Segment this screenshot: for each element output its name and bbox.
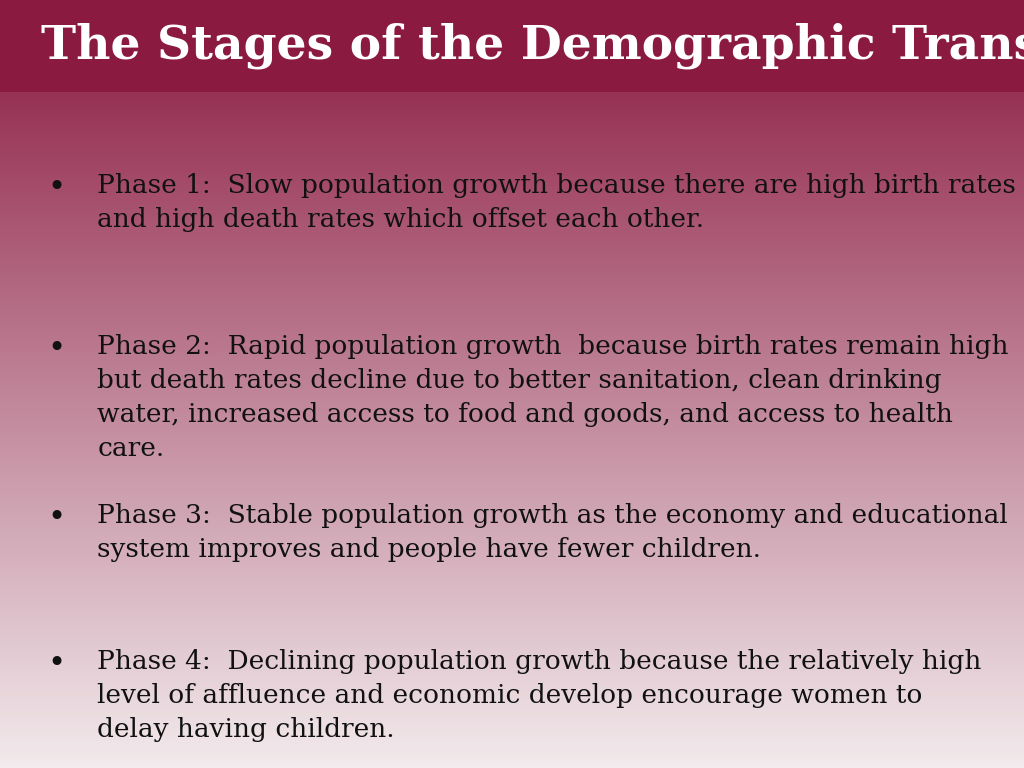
Text: Phase 2:  Rapid population growth  because birth rates remain high
but death rat: Phase 2: Rapid population growth because… <box>97 334 1009 461</box>
FancyBboxPatch shape <box>0 0 1024 92</box>
Text: •: • <box>47 649 66 678</box>
Text: Phase 4:  Declining population growth because the relatively high
level of afflu: Phase 4: Declining population growth bec… <box>97 649 982 742</box>
Text: Phase 1:  Slow population growth because there are high birth rates
and high dea: Phase 1: Slow population growth because … <box>97 173 1016 232</box>
Text: •: • <box>47 334 66 363</box>
Text: Phase 3:  Stable population growth as the economy and educational
system improve: Phase 3: Stable population growth as the… <box>97 503 1008 562</box>
Text: The Stages of the Demographic Transition: The Stages of the Demographic Transition <box>41 23 1024 69</box>
Text: •: • <box>47 173 66 202</box>
Text: •: • <box>47 503 66 532</box>
